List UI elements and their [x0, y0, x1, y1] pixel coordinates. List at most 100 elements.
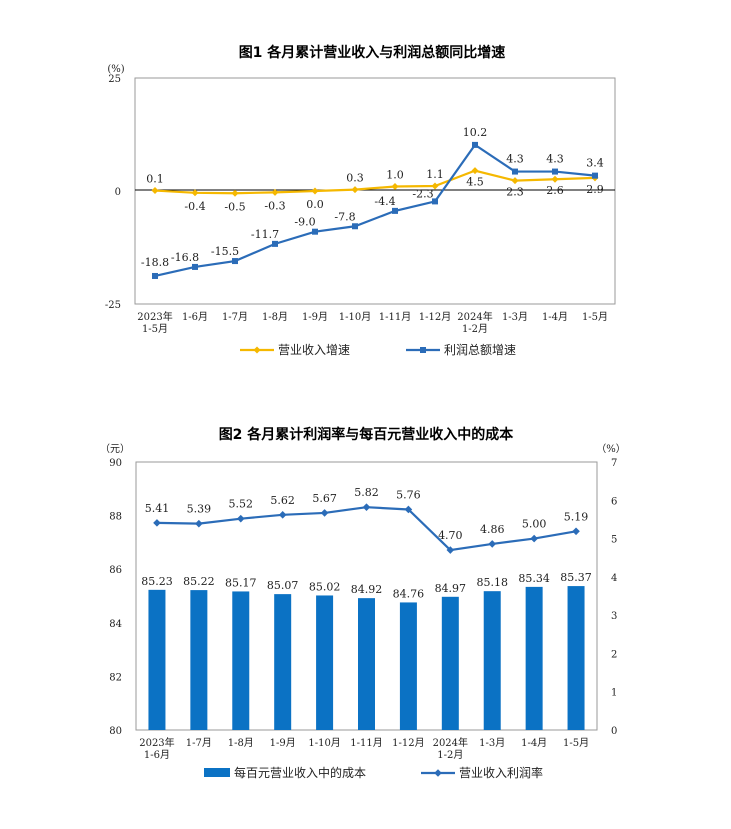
x-tick-label: 1-4月: [521, 737, 547, 749]
y2-tick-label: 4: [611, 573, 617, 584]
bar: [316, 595, 334, 730]
bar: [483, 591, 501, 730]
data-label: -0.4: [184, 200, 205, 213]
y2-tick-label: 0: [611, 726, 617, 737]
data-label: 2.3: [506, 186, 524, 199]
data-point: [511, 177, 519, 185]
data-point: [320, 509, 329, 517]
data-label: -18.8: [141, 256, 169, 269]
y2-tick-label: 2: [611, 649, 617, 660]
y2-tick-label: 1: [611, 688, 617, 699]
data-label: 4.3: [506, 153, 524, 166]
data-point: [192, 263, 198, 270]
data-label: 5.19: [564, 510, 589, 523]
legend-label: 营业收入增速: [278, 343, 350, 357]
legend-label: 每百元营业收入中的成本: [234, 765, 366, 780]
x-tick-label: 1-5月: [563, 737, 589, 749]
data-point: [472, 141, 478, 148]
figure-2-y2-unit: （%）: [596, 443, 626, 455]
data-point: [431, 182, 439, 190]
data-point: [392, 207, 398, 214]
data-label: -2.3: [412, 187, 433, 200]
data-point: [151, 187, 159, 195]
data-label: -15.5: [211, 245, 239, 258]
data-point: [152, 272, 158, 279]
x-tick-label: 1-10月: [339, 311, 371, 323]
data-point: [231, 189, 239, 197]
data-label: 10.2: [463, 126, 488, 139]
figure-1-title: 图1 各月累计营业收入与利润总额同比增速: [239, 44, 506, 61]
y-tick-label: -25: [105, 300, 121, 311]
data-point: [404, 505, 413, 514]
x-tick-label: 1-12月: [392, 737, 424, 749]
legend-label: 利润总额增速: [444, 343, 516, 357]
data-point: [311, 187, 319, 195]
y-tick-label: 0: [115, 187, 121, 198]
bar: [567, 586, 585, 730]
data-point: [236, 514, 245, 523]
bar: [525, 586, 543, 730]
data-point: [572, 527, 580, 536]
bar-value-label: 84.76: [393, 587, 425, 600]
data-point: [278, 511, 287, 519]
data-label: 5.39: [187, 503, 212, 516]
y-tick-label: 82: [109, 672, 122, 683]
x-tick-label: 2024年: [457, 310, 492, 323]
bar-value-label: 85.07: [267, 579, 299, 592]
data-label: 4.5: [466, 176, 484, 189]
y2-tick-label: 7: [611, 458, 617, 469]
bar-value-label: 85.22: [183, 575, 215, 588]
x-tick-label: 1-5月: [582, 311, 608, 323]
x-tick-label: 1-6月: [144, 749, 170, 761]
x-tick-label: 1-2月: [462, 323, 488, 335]
bar: [274, 594, 292, 730]
data-point: [195, 519, 203, 528]
data-point: [552, 168, 558, 175]
y-tick-label: 80: [109, 726, 122, 737]
x-tick-label: 1-11月: [350, 737, 382, 749]
data-label: 5.52: [229, 498, 254, 511]
y-tick-label: 86: [109, 565, 122, 576]
x-tick-label: 1-7月: [222, 311, 248, 323]
x-tick-label: 1-8月: [262, 311, 288, 323]
data-point: [272, 240, 278, 247]
bar: [190, 590, 208, 730]
x-tick-label: 1-9月: [302, 311, 328, 323]
data-label: 0.1: [146, 173, 164, 186]
y-tick-label: 84: [109, 619, 122, 630]
data-label: 1.0: [386, 168, 404, 181]
bar: [358, 598, 375, 730]
bar-value-label: 84.97: [435, 582, 467, 595]
data-point: [432, 198, 438, 205]
data-label: 5.82: [354, 486, 379, 499]
bar-value-label: 85.37: [560, 571, 592, 584]
x-tick-label: 1-3月: [502, 311, 528, 323]
figure-1-y-unit: (%): [107, 64, 124, 75]
x-tick-label: 1-2月: [437, 749, 463, 761]
x-tick-label: 2023年: [137, 310, 172, 323]
data-point: [271, 188, 279, 196]
data-label: -0.3: [264, 199, 285, 212]
legend-marker: [253, 346, 261, 354]
bar-value-label: 85.02: [309, 580, 341, 593]
data-label: -16.8: [171, 251, 199, 264]
data-point: [232, 258, 238, 265]
data-label: 1.1: [426, 168, 444, 181]
data-label: -4.4: [374, 195, 395, 208]
data-point: [191, 189, 199, 197]
x-tick-label: 1-10月: [308, 737, 340, 749]
y-tick-label: 25: [108, 74, 121, 85]
x-tick-label: 1-11月: [379, 311, 411, 323]
x-tick-label: 2024年: [433, 736, 468, 749]
data-point: [551, 175, 559, 183]
figure-2: 图2 各月累计利润率与每百元营业收入中的成本 （元） （%） 90 88 86 84 8…: [100, 426, 626, 780]
data-label: 5.41: [145, 502, 170, 515]
data-label: -11.7: [251, 228, 279, 241]
series-line: [156, 506, 577, 552]
legend-marker: [420, 347, 426, 353]
x-tick-label: 1-12月: [419, 311, 451, 323]
data-point: [312, 228, 318, 235]
legend-label: 营业收入利润率: [459, 765, 543, 780]
y2-tick-label: 6: [611, 496, 617, 507]
series-line: [154, 143, 596, 278]
